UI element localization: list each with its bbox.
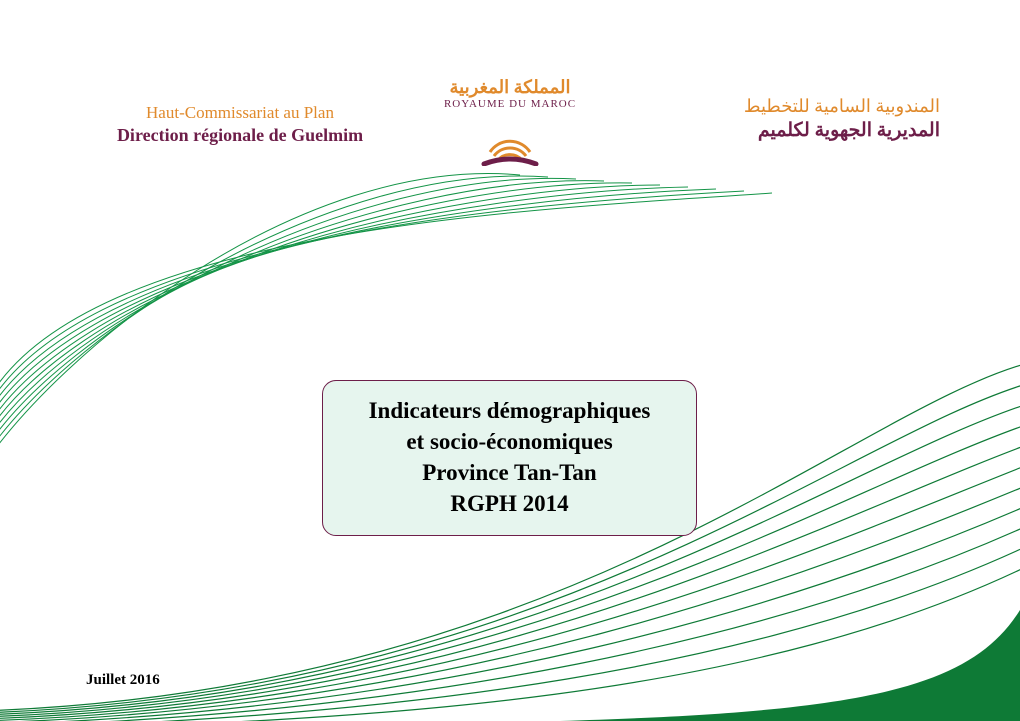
org-name-fr-2: Direction régionale de Guelmim: [95, 125, 385, 146]
title-line-3: Province Tan-Tan: [341, 457, 678, 488]
header-center: المملكة المغربية ROYAUME DU MAROC: [420, 78, 600, 166]
corner-fill: [560, 610, 1020, 721]
header-left: Haut-Commissariat au Plan Direction régi…: [95, 103, 385, 146]
org-name-fr-1: Haut-Commissariat au Plan: [95, 103, 385, 123]
title-box: Indicateurs démographiques et socio-écon…: [322, 380, 697, 536]
header: Haut-Commissariat au Plan Direction régi…: [0, 88, 1020, 178]
country-name-ar: المملكة المغربية: [420, 78, 600, 96]
date-label: Juillet 2016: [86, 672, 160, 689]
org-name-ar-1: المندوبية السامية للتخطيط: [670, 96, 940, 117]
title-line-4: RGPH 2014: [341, 488, 678, 519]
org-name-ar-2: المديرية الجهوية لكلميم: [670, 119, 940, 142]
cover-page: Haut-Commissariat au Plan Direction régi…: [0, 0, 1020, 721]
country-name-fr: ROYAUME DU MAROC: [420, 98, 600, 110]
title-line-1: Indicateurs démographiques: [341, 395, 678, 426]
title-line-2: et socio-économiques: [341, 426, 678, 457]
header-right: المندوبية السامية للتخطيط المديرية الجهو…: [670, 96, 940, 142]
emblem-icon: [420, 118, 600, 166]
